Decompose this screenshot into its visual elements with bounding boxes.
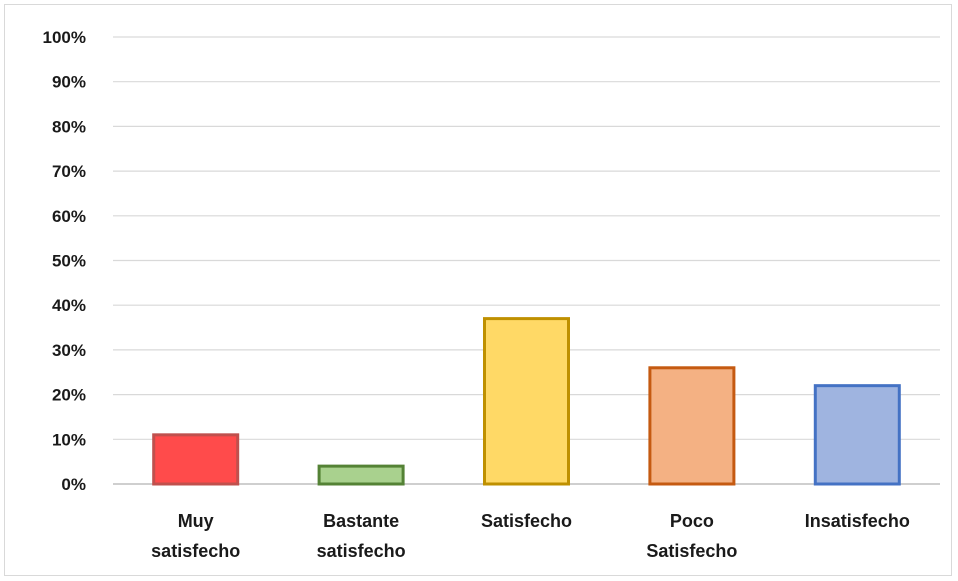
y-tick-label: 50% (52, 252, 86, 271)
y-axis-ticks: 0% 10% 20% 30% 40% 50% 60% 70% 80% 90% 100% (43, 28, 86, 494)
category-label: Muy (178, 511, 214, 531)
bar (483, 317, 570, 486)
y-tick-label: 80% (52, 117, 86, 136)
category-label: Insatisfecho (805, 511, 910, 531)
y-tick-label: 40% (52, 296, 86, 315)
y-tick-label: 0% (61, 475, 86, 494)
y-tick-label: 90% (52, 73, 86, 92)
y-tick-label: 60% (52, 207, 86, 226)
y-tick-label: 30% (52, 341, 86, 360)
y-tick-label: 100% (43, 28, 86, 47)
gridlines (113, 36, 940, 485)
category-label: Satisfecho (481, 511, 572, 531)
category-label: satisfecho (317, 541, 406, 561)
y-tick-label: 70% (52, 162, 86, 181)
category-label: Bastante (323, 511, 399, 531)
x-axis-categories: Muy satisfecho Bastante satisfecho Satisfech… (151, 511, 910, 561)
bars (152, 317, 901, 486)
category-label: Poco (670, 511, 714, 531)
bar (317, 464, 405, 486)
bar (813, 384, 901, 486)
category-label: satisfecho (151, 541, 240, 561)
category-label: Satisfecho (646, 541, 737, 561)
y-tick-label: 10% (52, 430, 86, 449)
bar (648, 366, 736, 486)
y-tick-label: 20% (52, 386, 86, 405)
bar (152, 433, 240, 486)
